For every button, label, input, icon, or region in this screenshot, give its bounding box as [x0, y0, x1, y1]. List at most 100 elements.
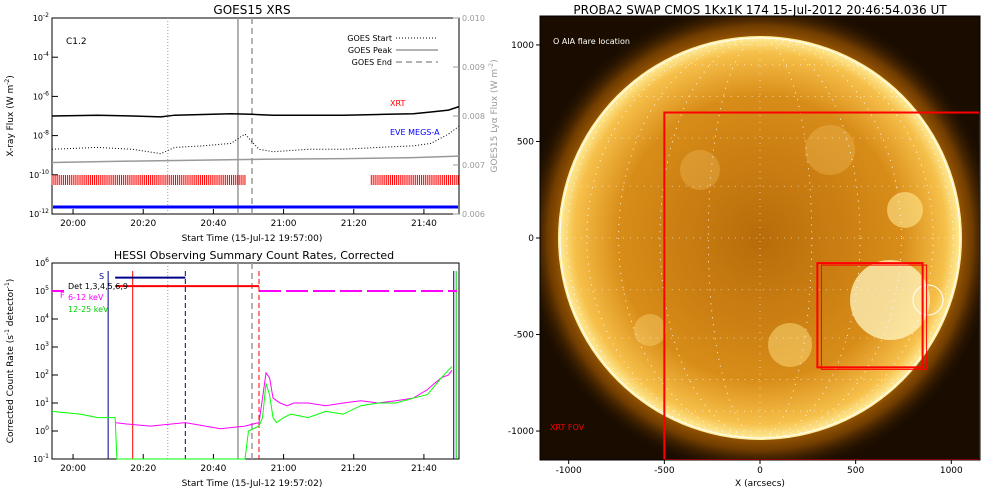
hessi-event-lines: [107, 263, 457, 459]
hessi-x-tick-label: 21:00: [271, 464, 297, 474]
swap-y-tick-label: 500: [517, 137, 534, 147]
swap-x-axis: -1000 -500 0 500 1000: [556, 460, 963, 476]
hessi-x-tick-label: 20:20: [130, 464, 156, 474]
hessi-series: [51, 366, 453, 460]
sun-bright-region: [634, 314, 666, 346]
sun-bright-region: [805, 125, 855, 175]
sun-bright-region: [887, 192, 923, 228]
swap-y-tick-label: -500: [514, 331, 535, 341]
sun-texture: [634, 125, 930, 367]
goes-x-tick-label: 21:20: [341, 219, 367, 229]
goes-series-line: [51, 105, 460, 118]
swap-xlabel: X (arcsecs): [735, 479, 785, 489]
hessi-det-label: Det 1,3,4,5,6,9: [68, 282, 128, 291]
goes-series-line: [51, 125, 460, 155]
swap-x-tick-label: -1000: [556, 466, 582, 476]
xrt-inset-box-offset: [820, 264, 928, 370]
goes-panel: GOES15 XRS C1.2 20:00 20:20 20:40 21:00 21:2…: [4, 3, 500, 244]
hessi-series-line: [115, 369, 453, 430]
goes-x-tick-label: 21:40: [411, 219, 437, 229]
goes-y-tick-label: 10-4: [33, 51, 49, 62]
hessi-panel: HESSI Observing Summary Count Rates, Cor…: [4, 249, 460, 489]
goes-legend-peak: GOES Peak: [348, 46, 393, 55]
goes-legend: GOES Start GOES Peak GOES End: [347, 34, 438, 67]
hessi-y-tick-label: 10-1: [33, 453, 49, 464]
hessi-x-axis: 20:00 20:20 20:40 21:00 21:20 21:40: [60, 454, 437, 474]
hessi-x-tick-label: 20:40: [200, 464, 226, 474]
xrt-fov-boxes: [663, 111, 980, 460]
hessi-y-tick-label: 102: [35, 369, 49, 380]
goes-ylabel: X-ray Flux (W m-2): [4, 75, 16, 156]
hessi-y-tick-label: 106: [35, 257, 49, 268]
swap-x-tick-label: 1000: [940, 466, 963, 476]
goes-y2-tick-label: 0.008: [462, 112, 485, 121]
goes-y2-tick-label: 0.007: [462, 161, 485, 170]
swap-x-tick-label: -500: [654, 466, 675, 476]
goes-y-tick-label: 10-2: [33, 12, 49, 23]
sun-longitude-line: [707, 37, 813, 439]
hessi-x-tick-label: 20:00: [60, 464, 86, 474]
goes-series: [51, 105, 460, 164]
hessi-ylabel: Corrected Count Rate (s-1 detector-1): [4, 279, 16, 444]
goes-y-tick-label: 10-8: [33, 130, 49, 141]
goes-y2-tick-label: 0.006: [462, 210, 485, 219]
sun-bright-region: [680, 150, 720, 190]
aia-flare-location-marker: [912, 284, 944, 316]
goes-legend-start: GOES Start: [347, 34, 392, 43]
hessi-series-line: [51, 366, 453, 460]
goes-series-line: [51, 155, 460, 164]
sun-longitude-line: [659, 37, 861, 439]
swap-x-tick-label: 500: [847, 466, 864, 476]
goes-y-tick-label: 10-12: [29, 208, 49, 219]
goes-y2-axis: 0.010 0.009 0.008 0.007 0.006: [453, 14, 485, 219]
goes-eve-label: EVE MEGS-A: [390, 128, 440, 137]
swap-image: [540, 16, 980, 460]
goes-y-tick-label: 10-6: [33, 90, 49, 101]
sun-limb-outline: [559, 37, 961, 439]
hessi-legend-6-12: 6-12 keV: [68, 293, 104, 302]
hessi-y-axis: 106 105 104 103 102 101 100 10-1: [33, 257, 58, 464]
hessi-y-tick-label: 101: [35, 397, 49, 408]
goes-x-axis: 20:00 20:20 20:40 21:00 21:20 21:40: [60, 209, 437, 229]
goes-class-label: C1.2: [66, 37, 87, 47]
sun-disk: [558, 36, 962, 440]
xrt-fov-label: XRT FOV: [550, 423, 585, 432]
hessi-f-label: F: [60, 291, 65, 300]
goes-x-tick-label: 20:00: [60, 219, 86, 229]
goes-x-tick-label: 20:20: [130, 219, 156, 229]
hessi-y-tick-label: 100: [35, 425, 49, 436]
goes-y-axis: 10-2 10-4 10-6 10-8 10-10 10-12: [29, 12, 58, 219]
hessi-x-tick-label: 21:20: [341, 464, 367, 474]
goes-event-lines: [167, 18, 253, 214]
hessi-s-label: S: [99, 272, 104, 281]
sun-longitude-line: [618, 37, 902, 439]
sun-longitude-line: [586, 37, 934, 439]
xrt-fov-box: [663, 111, 980, 460]
goes-title: GOES15 XRS: [213, 3, 290, 17]
goes-y2label: GOES15 Lyα Flux (W m-2): [488, 59, 500, 172]
sun-bright-region: [850, 260, 930, 340]
hessi-xlabel: Start Time (15-Jul-12 19:57:02): [182, 479, 323, 489]
goes-x-tick-label: 21:00: [271, 219, 297, 229]
hessi-legend-12-25: 12-25 keV: [68, 305, 109, 314]
swap-y-tick-label: 1000: [511, 41, 534, 51]
xrt-inset-box: [816, 262, 924, 369]
goes-xrt-label: XRT: [390, 99, 405, 108]
hessi-y-tick-label: 104: [35, 313, 49, 324]
goes-y2-tick-label: 0.010: [462, 14, 485, 23]
hessi-x-tick-label: 21:40: [411, 464, 437, 474]
hessi-y-tick-label: 105: [35, 285, 49, 296]
swap-y-tick-label: 0: [528, 234, 534, 244]
hessi-state-bars: [52, 276, 457, 292]
goes-x-tick-label: 20:40: [200, 219, 226, 229]
hessi-title: HESSI Observing Summary Count Rates, Cor…: [114, 249, 394, 262]
swap-x-tick-label: 0: [757, 466, 763, 476]
goes-y-tick-label: 10-10: [29, 169, 49, 180]
goes-xlabel: Start Time (15-Jul-12 19:57:00): [182, 234, 323, 244]
hessi-plot-frame: [51, 262, 460, 460]
sun-bright-region: [768, 323, 812, 367]
goes-y2-tick-label: 0.009: [462, 63, 485, 72]
goes-coverage-bars: [51, 175, 459, 209]
hessi-y-tick-label: 103: [35, 341, 49, 352]
swap-title: PROBA2 SWAP CMOS 1Kx1K 174 15-Jul-2012 2…: [573, 3, 947, 17]
